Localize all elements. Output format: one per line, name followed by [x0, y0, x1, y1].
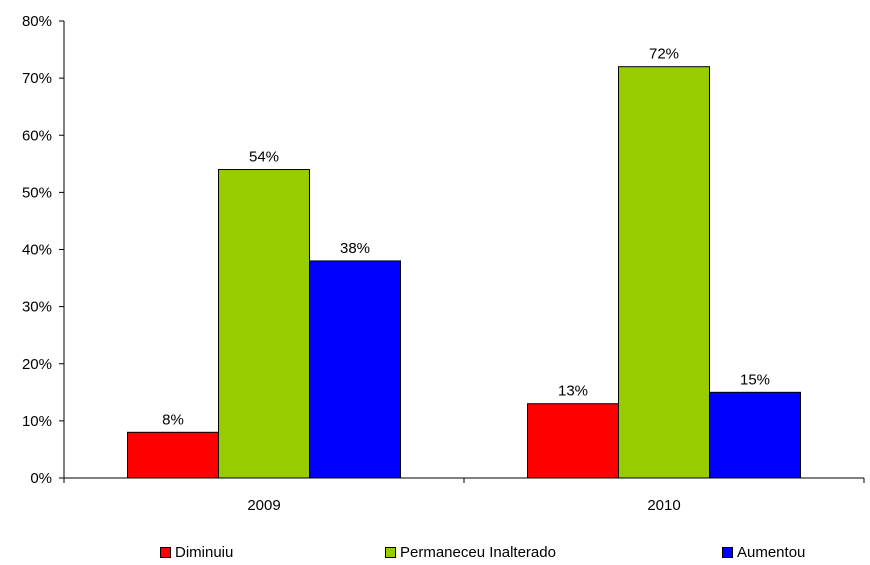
data-label-aumentou-2010: 15% — [740, 371, 770, 388]
data-label-aumentou-2009: 38% — [340, 240, 370, 257]
data-label-permaneceu-inalterado-2009: 54% — [249, 149, 279, 166]
bar-aumentou-2010 — [709, 391, 801, 479]
bar-aumentou-2009 — [309, 260, 401, 479]
bar-permaneceu-inalterado-2009 — [218, 169, 310, 479]
legend: Diminuiu Permaneceu Inalterado Aumentou — [0, 544, 870, 564]
legend-item-permaneceu-inalterado: Permaneceu Inalterado — [385, 544, 556, 561]
bar-diminuiu-2009 — [127, 431, 219, 479]
legend-swatch-diminuiu — [160, 547, 171, 558]
legend-swatch-permaneceu-inalterado — [385, 547, 396, 558]
y-tick-label-2: 20% — [22, 356, 52, 373]
y-tick-label-4: 40% — [22, 242, 52, 259]
y-tick-label-6: 60% — [22, 127, 52, 144]
y-tick-label-1: 10% — [22, 413, 52, 430]
x-tick-label-2009: 2009 — [247, 497, 280, 514]
legend-label-permaneceu-inalterado: Permaneceu Inalterado — [400, 544, 556, 561]
y-tick-label-8: 80% — [22, 13, 52, 30]
data-label-diminuiu-2010: 13% — [558, 383, 588, 400]
bar-chart: 8% 54% 38% 13% 72% 15% 0% 10% 20% 30% 40% 50% 60% 70%… — [22, 13, 865, 514]
legend-item-diminuiu: Diminuiu — [160, 544, 233, 561]
y-tick-label-3: 30% — [22, 299, 52, 316]
x-tick-label-2010: 2010 — [647, 497, 680, 514]
y-tick-label-0: 0% — [30, 470, 52, 487]
y-tick-label-5: 50% — [22, 184, 52, 201]
data-label-permaneceu-inalterado-2010: 72% — [649, 46, 679, 63]
legend-label-diminuiu: Diminuiu — [175, 544, 234, 561]
bar-diminuiu-2010 — [527, 403, 619, 479]
legend-label-aumentou: Aumentou — [737, 544, 806, 561]
y-tick-label-7: 70% — [22, 70, 52, 87]
legend-item-aumentou: Aumentou — [722, 544, 805, 561]
data-label-diminuiu-2009: 8% — [162, 411, 184, 428]
legend-swatch-aumentou — [722, 547, 733, 558]
bar-permaneceu-inalterado-2010 — [618, 66, 710, 479]
